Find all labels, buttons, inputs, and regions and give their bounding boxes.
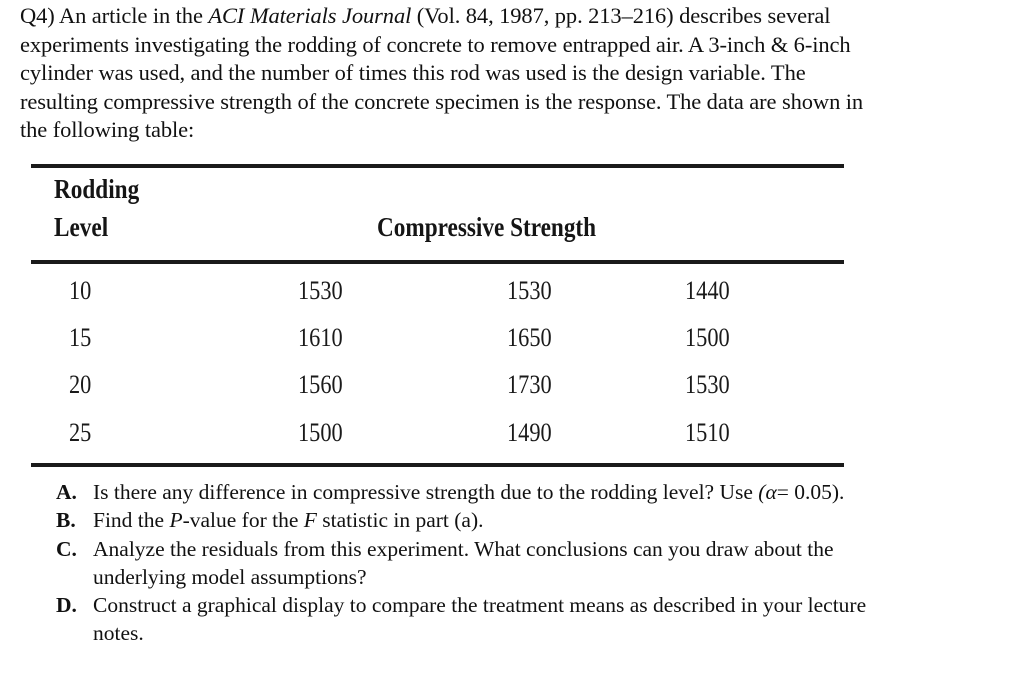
question-c: C. Analyze the residuals from this exper… [56, 535, 1016, 592]
question-b-text-3: statistic in part (a). [316, 508, 484, 533]
cell-level: 25 [69, 418, 92, 447]
cell-value: 1500 [298, 418, 343, 447]
question-d: D. Construct a graphical display to comp… [56, 591, 1016, 648]
question-list: A. Is there any difference in compressiv… [56, 478, 1016, 648]
question-a-text: Is there any difference in compressive s… [93, 480, 759, 504]
table-top-rule [31, 164, 844, 168]
question-letter: D. [56, 593, 77, 618]
intro-line-5: the following table: [20, 117, 195, 142]
cell-value: 1530 [685, 370, 730, 399]
question-d-line-2: notes. [93, 621, 144, 646]
cell-level: 10 [69, 276, 92, 305]
cell-level: 15 [69, 323, 92, 352]
header-rodding: Rodding [54, 174, 140, 204]
alpha-symbol: (α [758, 480, 777, 504]
question-a: A. Is there any difference in compressiv… [56, 478, 1016, 506]
cell-level: 20 [69, 370, 92, 399]
intro-line-1: Q4) An article in the ACI Materials Jour… [20, 2, 1020, 31]
question-letter: C. [56, 536, 77, 561]
table-header-rule [31, 260, 844, 264]
cell-value: 1440 [685, 276, 730, 305]
question-b-text-1: Find the [93, 508, 170, 533]
question-c-line-1: Analyze the residuals from this experime… [93, 536, 834, 561]
problem-statement: Q4) An article in the ACI Materials Jour… [20, 2, 1020, 145]
p-symbol: P [169, 508, 183, 533]
question-d-line-1: Construct a graphical display to compare… [93, 593, 867, 618]
intro-line-1-rest: (Vol. 84, 1987, pp. 213–216) describes s… [411, 3, 831, 28]
question-b-text-2: -value for the [182, 508, 304, 533]
cell-value: 1510 [685, 418, 730, 447]
f-symbol: F [303, 508, 317, 533]
cell-value: 1530 [298, 276, 343, 305]
journal-title: ACI Materials Journal [208, 3, 412, 28]
cell-value: 1730 [507, 370, 552, 399]
question-c-line-2: underlying model assumptions? [93, 564, 367, 589]
cell-value: 1560 [298, 370, 343, 399]
alpha-value: = 0.05). [776, 480, 845, 504]
question-letter: A. [56, 480, 77, 504]
table-bottom-rule [31, 463, 844, 467]
intro-line-4: resulting compressive strength of the co… [20, 88, 864, 114]
cell-value: 1490 [507, 418, 552, 447]
intro-line-3: cylinder was used, and the number of tim… [20, 60, 806, 85]
question-letter: B. [56, 508, 76, 533]
header-level: Level [54, 212, 109, 242]
cell-value: 1530 [507, 276, 552, 305]
cell-value: 1610 [298, 323, 343, 352]
question-b: B. Find the P-value for the F statistic … [56, 506, 1016, 534]
intro-prefix: Q4) An article in the [20, 3, 209, 28]
header-compressive-strength: Compressive Strength [377, 212, 597, 242]
cell-value: 1650 [507, 323, 552, 352]
cell-value: 1500 [685, 323, 730, 352]
intro-line-2: experiments investigating the rodding of… [20, 31, 851, 57]
